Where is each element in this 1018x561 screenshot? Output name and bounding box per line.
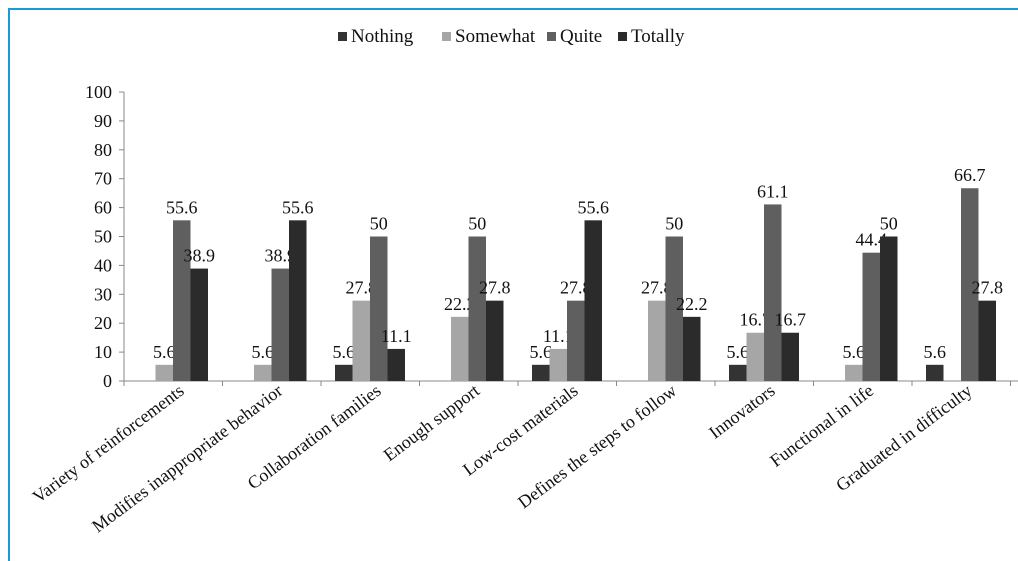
y-tick-label: 40 <box>94 255 112 275</box>
y-tick-label: 50 <box>94 227 112 247</box>
y-tick-label: 20 <box>94 313 112 333</box>
bar-somewhat <box>451 316 469 381</box>
data-label: 55.6 <box>166 197 198 217</box>
data-label: 38.9 <box>184 246 216 266</box>
y-tick-label: 70 <box>94 169 112 189</box>
y-tick-label: 90 <box>94 111 112 131</box>
bar-totally <box>978 300 996 381</box>
data-label: 38.9 <box>265 246 297 266</box>
bar-somewhat <box>648 300 666 381</box>
legend-label-nothing: Nothing <box>351 26 414 47</box>
category-label: Defines the steps to follow <box>514 380 680 512</box>
data-label: 27.8 <box>560 278 592 298</box>
bar-quite <box>764 204 782 381</box>
data-label: 55.6 <box>282 197 314 217</box>
y-tick-label: 100 <box>85 82 112 102</box>
data-label: 5.6 <box>727 342 750 362</box>
y-tick-label: 0 <box>103 371 112 391</box>
data-label: 66.7 <box>954 165 986 185</box>
y-tick-label: 60 <box>94 198 112 218</box>
data-label: 16.7 <box>740 310 772 330</box>
legend-swatch-quite <box>547 32 556 41</box>
bar-totally <box>880 236 898 381</box>
category-label: Enough support <box>380 380 483 465</box>
bar-somewhat <box>845 364 863 381</box>
data-label: 44.4 <box>856 230 888 250</box>
bar-totally <box>387 348 405 381</box>
data-label: 22.2 <box>444 294 476 314</box>
bar-totally <box>190 268 208 381</box>
bar-quite <box>271 268 289 381</box>
bar-quite <box>370 236 388 381</box>
legend-swatch-nothing <box>338 32 347 41</box>
data-label: 16.7 <box>775 310 807 330</box>
bar-quite <box>173 220 191 381</box>
legend-swatch-totally <box>618 32 627 41</box>
data-label: 61.1 <box>757 181 789 201</box>
legend-label-somewhat: Somewhat <box>455 26 536 47</box>
data-label: 27.8 <box>346 278 378 298</box>
data-label: 11.1 <box>381 326 412 346</box>
y-tick-label: 30 <box>94 284 112 304</box>
legend-label-totally: Totally <box>631 26 685 47</box>
bar-quite <box>567 300 585 381</box>
bar-totally <box>781 332 799 381</box>
bar-totally <box>683 316 701 381</box>
bar-somewhat <box>155 364 173 381</box>
legend-swatch-somewhat <box>442 32 451 41</box>
data-label: 11.1 <box>543 326 574 346</box>
data-label: 5.6 <box>252 342 275 362</box>
bar-somewhat <box>549 348 567 381</box>
data-label: 5.6 <box>333 342 356 362</box>
bar-totally <box>584 220 602 381</box>
data-label: 27.8 <box>479 278 511 298</box>
data-label: 5.6 <box>924 342 947 362</box>
bar-quite <box>468 236 486 381</box>
data-label: 50 <box>468 214 486 234</box>
bar-nothing <box>926 364 944 381</box>
data-label: 55.6 <box>578 197 610 217</box>
bar-nothing <box>335 364 353 381</box>
bar-somewhat <box>746 332 764 381</box>
data-label: 27.8 <box>641 278 673 298</box>
data-label: 5.6 <box>530 342 553 362</box>
legend-label-quite: Quite <box>560 26 602 47</box>
data-label: 50 <box>880 214 898 234</box>
data-label: 22.2 <box>676 294 708 314</box>
data-label: 27.8 <box>972 278 1004 298</box>
bar-totally <box>486 300 504 381</box>
bar-nothing <box>729 364 747 381</box>
category-label: Innovators <box>705 380 779 442</box>
bar-nothing <box>532 364 550 381</box>
bar-somewhat <box>254 364 272 381</box>
data-label: 5.6 <box>153 342 176 362</box>
bar-totally <box>289 220 307 381</box>
data-label: 50 <box>665 214 683 234</box>
y-tick-label: 80 <box>94 140 112 160</box>
bar-quite <box>862 252 880 381</box>
frame-border <box>8 8 1018 561</box>
y-tick-label: 10 <box>94 342 112 362</box>
data-label: 5.6 <box>843 342 866 362</box>
bar-quite <box>961 188 979 381</box>
bar-somewhat <box>352 300 370 381</box>
bar-quite <box>665 236 683 381</box>
category-label: Modifies inappropriate behavior <box>88 380 286 536</box>
data-label: 50 <box>370 214 388 234</box>
